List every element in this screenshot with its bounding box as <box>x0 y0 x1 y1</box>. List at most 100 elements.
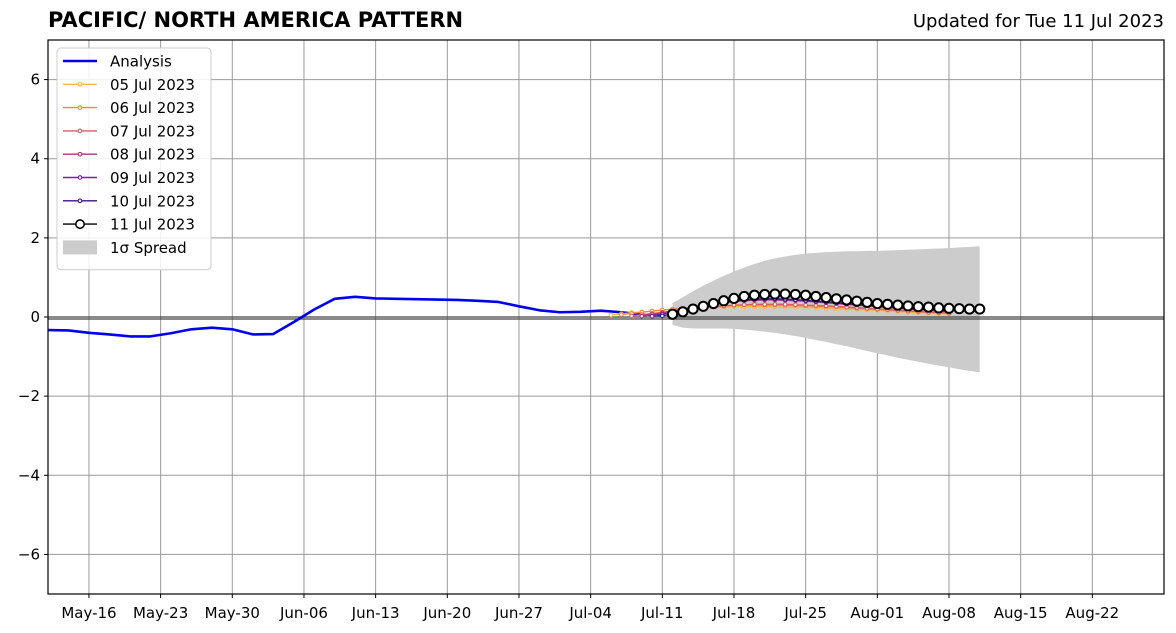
forecast-point <box>922 301 935 313</box>
legend-marker <box>77 81 83 87</box>
forecast-point <box>728 292 740 305</box>
x-tick-label: Jul-04 <box>568 604 612 622</box>
legend-entry: 08 Jul 2023 <box>63 146 195 164</box>
legend-entry: 05 Jul 2023 <box>63 76 195 94</box>
forecast-point <box>943 302 955 314</box>
legend-entry: 06 Jul 2023 <box>63 99 195 117</box>
legend-swatch <box>63 240 97 255</box>
x-tick-label: May-16 <box>61 604 116 622</box>
zero-line <box>48 316 1164 320</box>
legend-label: 1σ Spread <box>110 239 187 257</box>
legend-label: Analysis <box>110 53 172 71</box>
forecast-point <box>793 302 798 308</box>
legend-label: 11 Jul 2023 <box>110 216 195 234</box>
x-tick-label: Aug-22 <box>1065 604 1119 622</box>
forecast-point <box>963 303 976 315</box>
legend-marker <box>77 175 83 180</box>
legend-box <box>56 47 212 271</box>
forecast-point <box>707 297 720 310</box>
forecast-point <box>820 292 832 304</box>
forecast-point <box>881 298 894 310</box>
forecast-point <box>677 306 689 318</box>
y-tick-label: −6 <box>18 545 40 563</box>
legend-label: 09 Jul 2023 <box>110 169 195 187</box>
forecast-point <box>619 312 624 317</box>
legend-marker <box>77 128 83 134</box>
forecast-point <box>769 288 781 300</box>
x-tick-label: Aug-01 <box>850 604 904 622</box>
forecast-point <box>697 300 709 312</box>
y-tick-label: −4 <box>18 466 40 484</box>
forecast-point <box>974 303 986 315</box>
forecast-point <box>810 290 822 303</box>
forecast-point <box>803 302 809 308</box>
y-tick-label: 2 <box>30 229 40 247</box>
y-axis: 6 4 2 0 −2 −4 −6 <box>18 71 48 563</box>
x-tick-label: Jun-13 <box>351 604 400 622</box>
forecast-point <box>841 294 853 306</box>
legend-label: 05 Jul 2023 <box>110 76 195 94</box>
forecast-point <box>718 295 730 307</box>
x-tick-label: Jul-18 <box>712 604 756 622</box>
forecast-point <box>687 303 699 315</box>
legend-label: 08 Jul 2023 <box>110 146 195 164</box>
y-tick-label: 0 <box>30 308 40 326</box>
legend-marker <box>77 198 83 204</box>
x-tick-label: Aug-15 <box>994 604 1048 622</box>
forecast-point <box>748 289 761 301</box>
forecast-point <box>779 288 791 300</box>
forecast-point <box>772 301 778 307</box>
x-axis: May-16 May-23 May-30 Jun-06 Jun-13 Jun-20 Jun-… <box>61 594 1119 622</box>
forecast-point <box>752 301 757 307</box>
chart-title: PACIFIC/ NORTH AMERICA PATTERN <box>48 8 464 32</box>
forecast-point <box>659 313 665 319</box>
x-tick-label: Jun-06 <box>279 604 328 622</box>
forecast-point <box>782 301 788 307</box>
forecast-point <box>861 296 873 308</box>
x-tick-label: Jul-25 <box>783 604 827 622</box>
forecast-point <box>871 297 883 310</box>
forecast-point <box>892 299 904 311</box>
legend-entry: 10 Jul 2023 <box>63 192 195 210</box>
updated-date-label: Updated for Tue 11 Jul 2023 <box>912 11 1164 32</box>
legend-label: 10 Jul 2023 <box>110 192 195 210</box>
legend-entry: 11 Jul 2023 <box>63 216 195 234</box>
x-tick-label: Jun-20 <box>422 604 471 622</box>
x-tick-label: May-23 <box>133 604 188 622</box>
x-tick-label: Aug-08 <box>922 604 976 622</box>
forecast-point <box>762 301 768 307</box>
forecast-point <box>902 300 914 312</box>
forecast-point <box>851 295 863 307</box>
x-tick-label: Jul-11 <box>640 604 684 622</box>
legend-entry: 07 Jul 2023 <box>63 122 195 140</box>
forecast-point <box>789 288 802 301</box>
analysis-line <box>47 295 663 338</box>
x-tick-label: May-30 <box>205 604 260 622</box>
forecast-series <box>608 288 986 320</box>
legend: Analysis 05 Jul 2023 06 Jul 2023 07 Jul 202… <box>56 47 212 271</box>
forecast-point <box>741 302 747 308</box>
legend-label: 06 Jul 2023 <box>110 99 195 117</box>
forecast-point <box>912 301 924 313</box>
analysis-series <box>47 295 663 338</box>
y-tick-label: −2 <box>18 387 40 405</box>
legend-entry: Analysis <box>63 53 172 71</box>
forecast-point <box>639 313 645 319</box>
forecast-point <box>759 288 771 301</box>
legend-marker <box>75 219 86 230</box>
forecast-point <box>738 290 750 303</box>
legend-entry: 09 Jul 2023 <box>63 169 195 187</box>
forecast-point <box>629 313 634 319</box>
forecast-point <box>800 289 812 301</box>
forecast-point <box>666 308 679 320</box>
forecast-point <box>933 302 945 314</box>
y-tick-label: 4 <box>30 150 40 168</box>
forecast-point <box>830 293 842 305</box>
legend-marker <box>77 151 83 157</box>
forecast-point <box>953 303 965 315</box>
y-tick-label: 6 <box>30 71 40 89</box>
x-tick-label: Jun-27 <box>494 604 543 622</box>
forecast-point <box>608 312 614 318</box>
legend-entry: 1σ Spread <box>63 239 187 257</box>
